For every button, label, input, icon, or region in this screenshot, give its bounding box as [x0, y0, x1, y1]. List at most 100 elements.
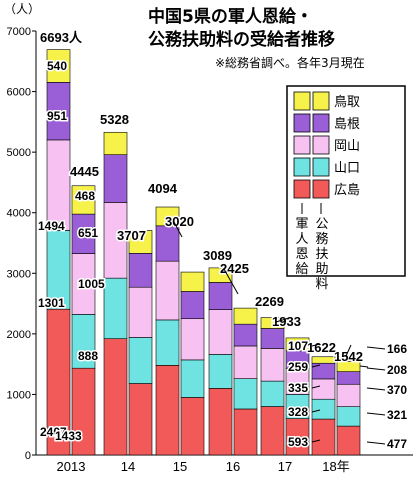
bar-segment — [103, 131, 128, 155]
legend-swatch — [312, 135, 330, 155]
segment-value-label: 951 — [47, 109, 67, 123]
legend-column-label: 公務扶助料 — [315, 217, 328, 292]
bar-total-label: 4094 — [148, 181, 178, 196]
bar-segment — [155, 206, 180, 227]
label-leader-line — [311, 343, 321, 347]
label-leader-line — [223, 268, 239, 295]
legend-column-char: 公 — [315, 217, 328, 232]
bar-total-label: 4445 — [70, 164, 99, 179]
y-unit-label: （人） — [4, 2, 40, 16]
title-line-2: 公務扶助料の受給者推移 — [148, 29, 335, 50]
x-tick-label: 14 — [121, 459, 135, 474]
segment-value-label: 208 — [387, 363, 407, 377]
label-leader-line — [366, 387, 386, 391]
bars-layer — [46, 49, 361, 456]
bar-segment — [128, 337, 153, 384]
segment-value-label: 651 — [78, 226, 98, 240]
bar-total-label: 1933 — [272, 314, 301, 329]
bar-segment — [128, 286, 153, 338]
bar-segment — [311, 398, 336, 420]
label-leader-line — [366, 412, 386, 416]
legend-column-char: 助 — [315, 262, 328, 277]
segment-value-label: 468 — [75, 189, 95, 203]
bar-segment — [128, 230, 153, 254]
bar-segment — [260, 328, 285, 349]
label-leader-line — [345, 344, 352, 357]
bar-segment — [260, 380, 285, 407]
bar-segment — [155, 260, 180, 321]
bar-segment — [336, 371, 361, 385]
segment-value-label: 107 — [288, 339, 308, 353]
y-tick-label: 4000 — [7, 208, 31, 220]
legend-swatch — [293, 135, 311, 155]
bar-segment — [180, 397, 205, 456]
bar-segment — [336, 361, 361, 372]
x-tick-label: 17 — [278, 459, 292, 474]
bar-segment — [180, 318, 205, 361]
bar-segment — [155, 365, 180, 456]
bar-total-label: 2425 — [220, 261, 249, 276]
label-leader-line — [311, 409, 321, 413]
legend-label: 岡山 — [334, 139, 360, 154]
title-line-1: 中国5県の軍人恩給・ — [148, 6, 313, 27]
legend-column-char: 務 — [315, 232, 328, 247]
bar-segment — [208, 388, 233, 456]
legend-swatch — [312, 91, 330, 111]
legend-column-char: 人 — [295, 232, 308, 247]
bar-segment — [128, 252, 153, 288]
segment-value-label: 321 — [387, 408, 407, 422]
segment-value-label: 1494 — [38, 219, 65, 233]
segment-value-label: 335 — [288, 381, 308, 395]
label-leader-line — [311, 385, 321, 389]
y-tick-label: 3000 — [7, 268, 31, 280]
segment-value-label: 888 — [78, 349, 98, 363]
label-leader-line — [311, 439, 321, 443]
bar-segment — [233, 408, 258, 456]
bar-segment — [233, 323, 258, 347]
legend-swatch — [293, 157, 311, 177]
segment-value-label: 2407 — [40, 425, 67, 439]
bar-segment — [46, 49, 71, 83]
legend-label: 島根 — [334, 117, 360, 132]
bar-segment — [260, 317, 285, 329]
bar-segment — [46, 139, 71, 231]
legend-label: 鳥取 — [334, 95, 360, 110]
legend-column-char: 給 — [295, 262, 308, 277]
y-tick-label: 6000 — [7, 87, 31, 99]
x-tick-label: 18年 — [322, 459, 349, 474]
bar-segment — [336, 425, 361, 456]
bar-segment — [311, 356, 336, 364]
y-axis: 0 1000 2000 3000 4000 5000 6000 7000 2013 14 15 16 1… — [7, 26, 413, 474]
segment-value-label: 477 — [387, 437, 407, 451]
bar-segment — [208, 309, 233, 355]
bar-total-label: 1622 — [307, 340, 336, 355]
label-leader-line — [275, 317, 290, 323]
labels-layer: 6693人 5328 4094 3089 2269 1622 4445 3707 3020 242… — [37, 29, 409, 453]
bar-total-label: 3089 — [203, 248, 232, 263]
bar-segment — [285, 337, 310, 352]
label-leader-line — [311, 364, 321, 368]
bar-segment — [233, 378, 258, 410]
x-tick-label: 15 — [173, 459, 187, 474]
bar-segment — [103, 154, 128, 203]
bar-total-label: 6693人 — [40, 30, 83, 45]
legend-swatch — [293, 113, 311, 133]
legend-column-label: 軍人恩給 — [295, 217, 308, 277]
segment-value-label: 166 — [387, 342, 407, 356]
legend-swatch — [312, 113, 330, 133]
x-tick-label: 16 — [226, 459, 240, 474]
bar-segment — [260, 406, 285, 456]
segment-value-label: 593 — [288, 435, 308, 449]
legend-label: 山口 — [334, 161, 360, 176]
segment-value-label: 540 — [47, 59, 67, 73]
bar-segment — [155, 319, 180, 366]
bar-segment — [260, 348, 285, 382]
bar-segment — [336, 406, 361, 427]
bar-segment — [233, 345, 258, 379]
bar-segment — [128, 383, 153, 456]
source-note: ※総務省調べ。各年3月現在 — [215, 55, 365, 70]
segment-value-label: 328 — [288, 405, 308, 419]
y-tick-label: 0 — [25, 450, 31, 462]
